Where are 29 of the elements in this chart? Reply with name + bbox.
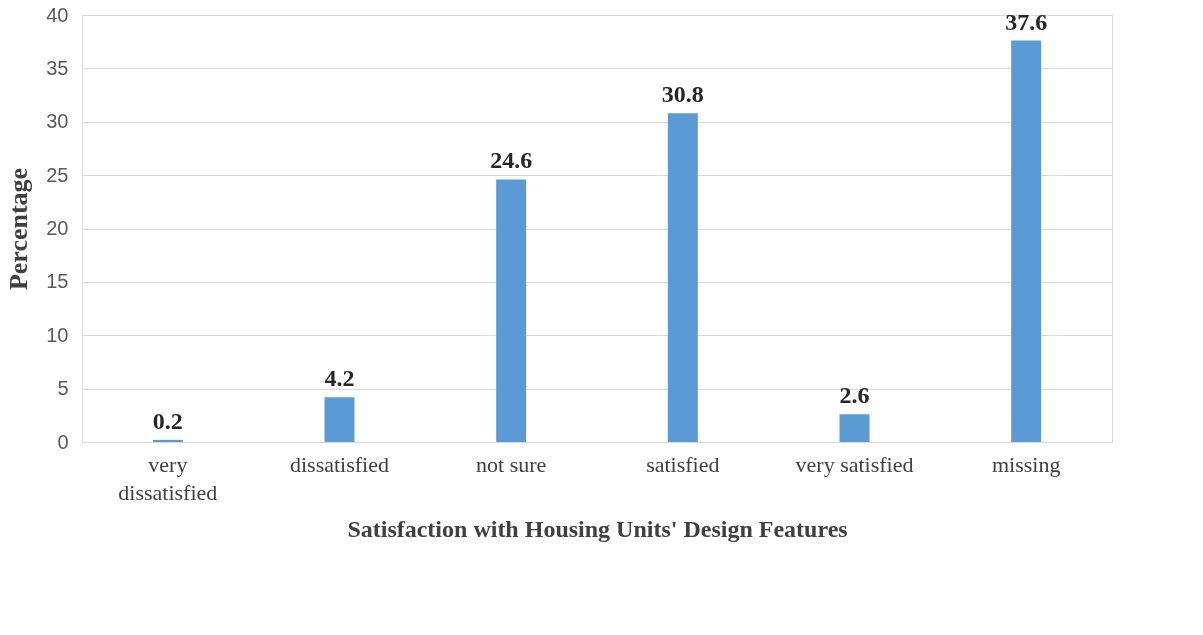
bar <box>324 397 355 442</box>
y-tick-label: 30 <box>46 110 69 133</box>
x-tick-label: satisfied <box>646 451 720 477</box>
y-tick-label: 5 <box>57 377 69 400</box>
data-label: 24.6 <box>490 147 533 174</box>
y-tick-label: 35 <box>46 56 69 79</box>
x-axis-title: Satisfaction with Housing Units' Design Features <box>347 515 848 542</box>
x-tick-label: missing <box>991 451 1061 477</box>
bar <box>839 414 870 442</box>
data-label: 30.8 <box>661 81 704 108</box>
bar <box>1011 40 1042 442</box>
y-tick-label: 25 <box>46 163 69 186</box>
y-tick-label: 10 <box>46 323 69 346</box>
x-tick-label: not sure <box>476 451 547 477</box>
bar <box>667 113 698 442</box>
data-label: 2.6 <box>839 382 870 409</box>
y-tick-label: 15 <box>46 270 69 293</box>
data-label: 0.2 <box>152 407 183 434</box>
y-axis-title: Percentage <box>4 167 34 291</box>
y-tick-label: 0 <box>57 430 69 453</box>
bar <box>496 179 527 442</box>
x-tick-label: very dissatisfied <box>118 451 218 505</box>
x-tick-label: dissatisfied <box>290 451 389 477</box>
y-tick-label: 40 <box>46 3 69 26</box>
y-tick-label: 20 <box>46 217 69 239</box>
data-label: 37.6 <box>1005 8 1048 35</box>
bar <box>152 439 183 442</box>
x-tick-label: very satisfied <box>795 451 914 477</box>
data-label: 4.2 <box>324 365 355 392</box>
